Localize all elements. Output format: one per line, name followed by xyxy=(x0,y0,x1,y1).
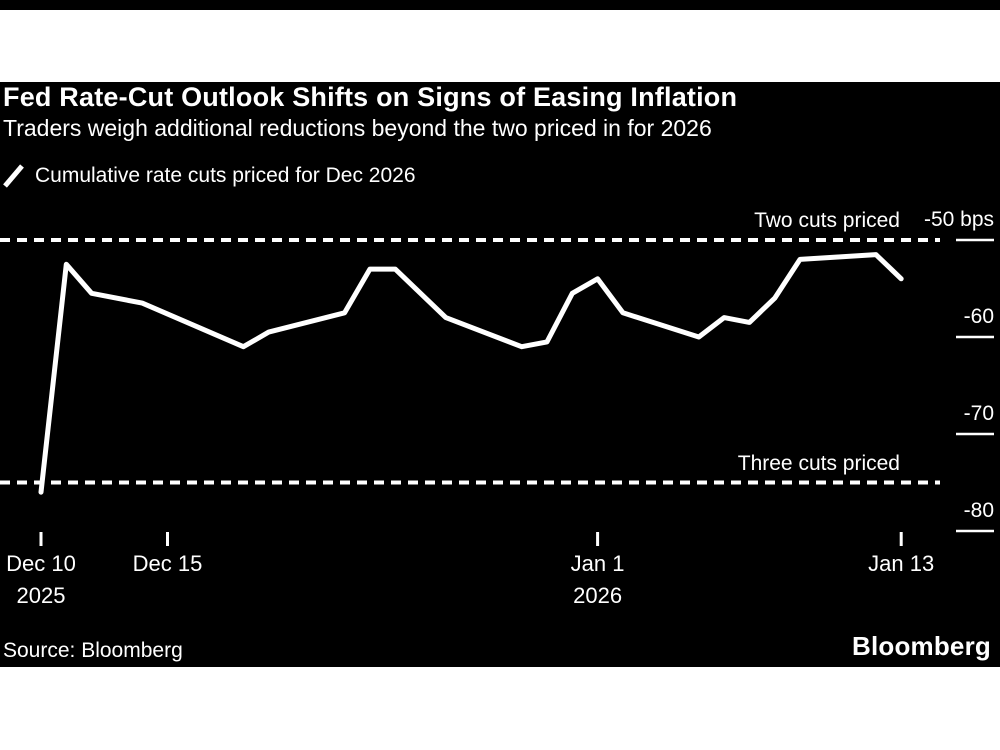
x-axis-label: Jan 13 xyxy=(868,551,935,576)
annotation-two-cuts-priced: Two cuts priced xyxy=(754,209,900,232)
annotation-three-cuts-priced: Three cuts priced xyxy=(737,451,900,475)
y-axis-label: -70 xyxy=(963,402,994,425)
y-axis-label: -50 bps xyxy=(923,208,994,231)
line-series-swatch-icon xyxy=(3,164,24,188)
y-axis-label: -80 xyxy=(963,499,994,522)
legend: Cumulative rate cuts priced for Dec 2026 xyxy=(2,162,416,190)
x-axis-label: Jan 1 xyxy=(570,551,625,576)
top-black-strip xyxy=(0,0,1000,10)
x-axis-label: Dec 15 xyxy=(132,551,203,576)
series-line xyxy=(38,252,904,495)
chart-title: Fed Rate-Cut Outlook Shifts on Signs of … xyxy=(3,82,738,112)
x-axis-label: Dec 10 xyxy=(6,551,76,576)
bloomberg-logo: Bloomberg xyxy=(851,631,991,661)
legend-label: Cumulative rate cuts priced for Dec 2026 xyxy=(35,164,416,187)
chart-subtitle: Traders weigh additional reductions beyo… xyxy=(3,115,712,141)
chart-figure: Fed Rate-Cut Outlook Shifts on Signs of … xyxy=(0,82,1000,667)
source-credit: Source: Bloomberg xyxy=(3,639,183,662)
x-axis-sublabel: 2025 xyxy=(16,583,66,608)
x-axis-sublabel: 2026 xyxy=(573,583,623,608)
rate-cuts-line-chart xyxy=(0,238,994,546)
y-axis-label: -60 xyxy=(963,305,994,328)
